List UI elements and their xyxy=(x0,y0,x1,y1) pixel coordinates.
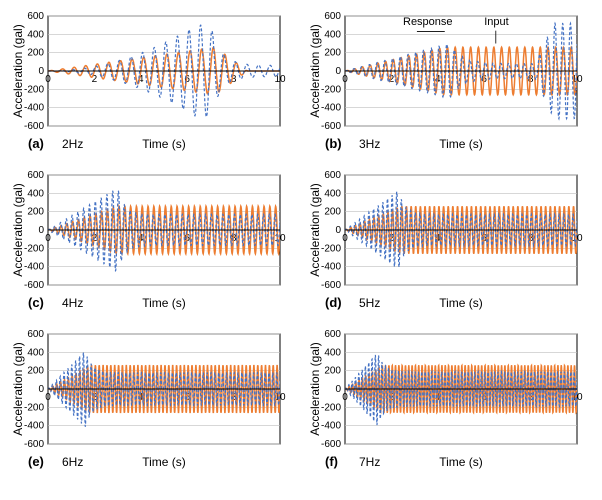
ytick-label: 400 xyxy=(27,347,44,358)
panel-freq-label: 5Hz xyxy=(359,296,380,310)
ytick-label: -600 xyxy=(24,121,44,132)
ytick-label: -600 xyxy=(24,280,44,291)
ytick-label: -600 xyxy=(24,439,44,450)
ytick-label: -400 xyxy=(321,421,341,432)
ytick-label: 0 xyxy=(38,384,44,395)
ytick-label: 600 xyxy=(27,329,44,340)
panel-letter: (d) xyxy=(325,295,342,310)
xtick-label: 0 xyxy=(342,74,348,85)
panel-letter: (e) xyxy=(28,454,44,469)
y-axis-label: Acceleration (gal) xyxy=(308,183,322,276)
ytick-label: 200 xyxy=(324,207,341,218)
panel-c: -600-400-20002004006000246810Acceleratio… xyxy=(10,169,295,324)
panel-letter: (b) xyxy=(325,136,342,151)
ytick-label: 600 xyxy=(27,11,44,22)
ytick-label: 600 xyxy=(324,170,341,181)
ytick-label: -200 xyxy=(321,84,341,95)
ytick-label: -600 xyxy=(321,439,341,450)
panel-letter: (f) xyxy=(325,454,338,469)
panel-letter: (c) xyxy=(28,295,44,310)
panel-freq-label: 4Hz xyxy=(62,296,83,310)
ytick-label: 0 xyxy=(38,225,44,236)
ytick-label: 200 xyxy=(27,207,44,218)
y-axis-label: Acceleration (gal) xyxy=(308,342,322,435)
ytick-label: -400 xyxy=(24,262,44,273)
xtick-label: 0 xyxy=(45,392,51,403)
panel-freq-label: 3Hz xyxy=(359,137,380,151)
panel-a: -600-400-20002004006000246810Acceleratio… xyxy=(10,10,295,165)
ytick-label: -400 xyxy=(321,262,341,273)
panel-d: -600-400-20002004006000246810Acceleratio… xyxy=(307,169,592,324)
ytick-label: 400 xyxy=(324,347,341,358)
xtick-label: 10 xyxy=(274,74,286,85)
xtick-label: 0 xyxy=(45,233,51,244)
ytick-label: 200 xyxy=(324,48,341,59)
panel-freq-label: 7Hz xyxy=(359,455,380,469)
ytick-label: 400 xyxy=(27,29,44,40)
ytick-label: 200 xyxy=(324,366,341,377)
ytick-label: 600 xyxy=(324,11,341,22)
ytick-label: -600 xyxy=(321,121,341,132)
ytick-label: -400 xyxy=(24,421,44,432)
xtick-label: 0 xyxy=(342,392,348,403)
panel-b: -600-400-20002004006000246810Acceleratio… xyxy=(307,10,592,165)
panel-letter: (a) xyxy=(28,136,44,151)
panel-freq-label: 2Hz xyxy=(62,137,83,151)
panel-f: -600-400-20002004006000246810Acceleratio… xyxy=(307,328,592,483)
ytick-label: 600 xyxy=(324,329,341,340)
xtick-label: 0 xyxy=(342,233,348,244)
x-axis-label: Time (s) xyxy=(439,455,483,469)
legend-input: Input xyxy=(484,16,508,28)
y-axis-label: Acceleration (gal) xyxy=(308,24,322,117)
ytick-label: 400 xyxy=(324,188,341,199)
y-axis-label: Acceleration (gal) xyxy=(11,342,25,435)
x-axis-label: Time (s) xyxy=(439,137,483,151)
x-axis-label: Time (s) xyxy=(142,137,186,151)
y-axis-label: Acceleration (gal) xyxy=(11,24,25,117)
ytick-label: -400 xyxy=(24,103,44,114)
ytick-label: 200 xyxy=(27,48,44,59)
y-axis-label: Acceleration (gal) xyxy=(11,183,25,276)
ytick-label: -200 xyxy=(321,402,341,413)
ytick-label: -400 xyxy=(321,103,341,114)
xtick-label: 0 xyxy=(45,74,51,85)
ytick-label: -200 xyxy=(24,243,44,254)
ytick-label: -200 xyxy=(321,243,341,254)
x-axis-label: Time (s) xyxy=(142,296,186,310)
xtick-label: 10 xyxy=(274,233,286,244)
x-axis-label: Time (s) xyxy=(142,455,186,469)
ytick-label: 0 xyxy=(335,66,341,77)
ytick-label: 200 xyxy=(27,366,44,377)
ytick-label: 400 xyxy=(324,29,341,40)
ytick-label: 0 xyxy=(38,66,44,77)
ytick-label: -200 xyxy=(24,402,44,413)
ytick-label: 400 xyxy=(27,188,44,199)
ytick-label: -600 xyxy=(321,280,341,291)
panel-e: -600-400-20002004006000246810Acceleratio… xyxy=(10,328,295,483)
ytick-label: 600 xyxy=(27,170,44,181)
legend-response: Response xyxy=(403,16,453,28)
ytick-label: 0 xyxy=(335,225,341,236)
ytick-label: -200 xyxy=(24,84,44,95)
x-axis-label: Time (s) xyxy=(439,296,483,310)
ytick-label: 0 xyxy=(335,384,341,395)
panel-freq-label: 6Hz xyxy=(62,455,83,469)
xtick-label: 10 xyxy=(571,233,583,244)
